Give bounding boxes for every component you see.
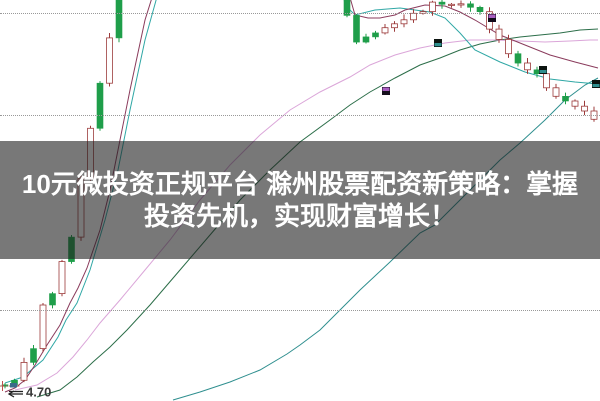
svg-text:4.70: 4.70 <box>26 385 51 400</box>
